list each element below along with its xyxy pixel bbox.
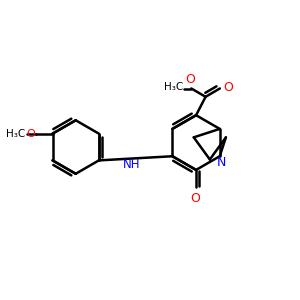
Text: NH: NH <box>122 158 140 171</box>
Text: O: O <box>26 129 35 139</box>
Text: H₃C: H₃C <box>164 82 183 92</box>
Text: O: O <box>185 74 195 86</box>
Text: O: O <box>224 81 233 94</box>
Text: N: N <box>216 156 226 169</box>
Text: O: O <box>190 192 200 205</box>
Text: H₃C: H₃C <box>6 129 25 139</box>
